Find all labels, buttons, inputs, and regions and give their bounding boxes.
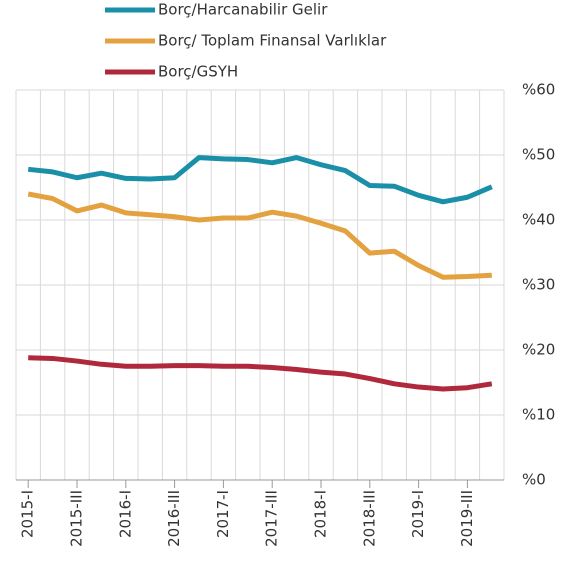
y-tick-label: %20 (522, 341, 555, 359)
y-tick-label: %10 (522, 406, 555, 424)
y-tick-label: %0 (522, 471, 546, 489)
x-tick-label: 2019-I (409, 490, 427, 538)
x-tick-label: 2017-I (214, 490, 232, 538)
x-tick-label: 2018-III (360, 490, 378, 547)
y-tick-label: %30 (522, 276, 555, 294)
x-tick-label: 2018-I (312, 490, 330, 538)
legend-label: Borç/Harcanabilir Gelir (158, 1, 328, 19)
y-tick-label: %60 (522, 81, 555, 99)
x-tick-label: 2016-I (116, 490, 134, 538)
y-tick-label: %40 (522, 211, 555, 229)
series-line (27, 155, 493, 205)
x-tick-label: 2015-I (19, 490, 37, 538)
series-line (28, 355, 493, 392)
legend-label: Borç/ Toplam Finansal Varlıklar (158, 32, 387, 50)
y-tick-label: %50 (522, 146, 555, 164)
series-line (27, 191, 492, 280)
x-tick-label: 2017-III (263, 490, 281, 547)
x-tick-label: 2019-III (458, 490, 476, 547)
x-tick-label: 2016-III (165, 490, 183, 547)
legend-label: Borç/GSYH (158, 63, 238, 81)
x-tick-label: 2015-III (68, 490, 86, 547)
